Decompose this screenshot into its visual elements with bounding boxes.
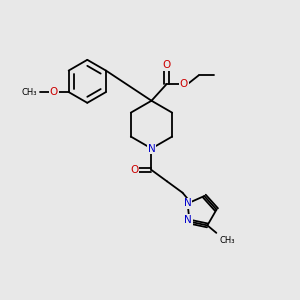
Text: O: O [50, 87, 58, 97]
Text: N: N [184, 199, 191, 208]
Text: O: O [130, 165, 138, 175]
Text: O: O [180, 79, 188, 89]
Text: N: N [148, 143, 155, 154]
Text: O: O [162, 61, 170, 70]
Text: CH₃: CH₃ [219, 236, 235, 245]
Text: CH₃: CH₃ [21, 88, 37, 97]
Text: N: N [184, 215, 192, 225]
